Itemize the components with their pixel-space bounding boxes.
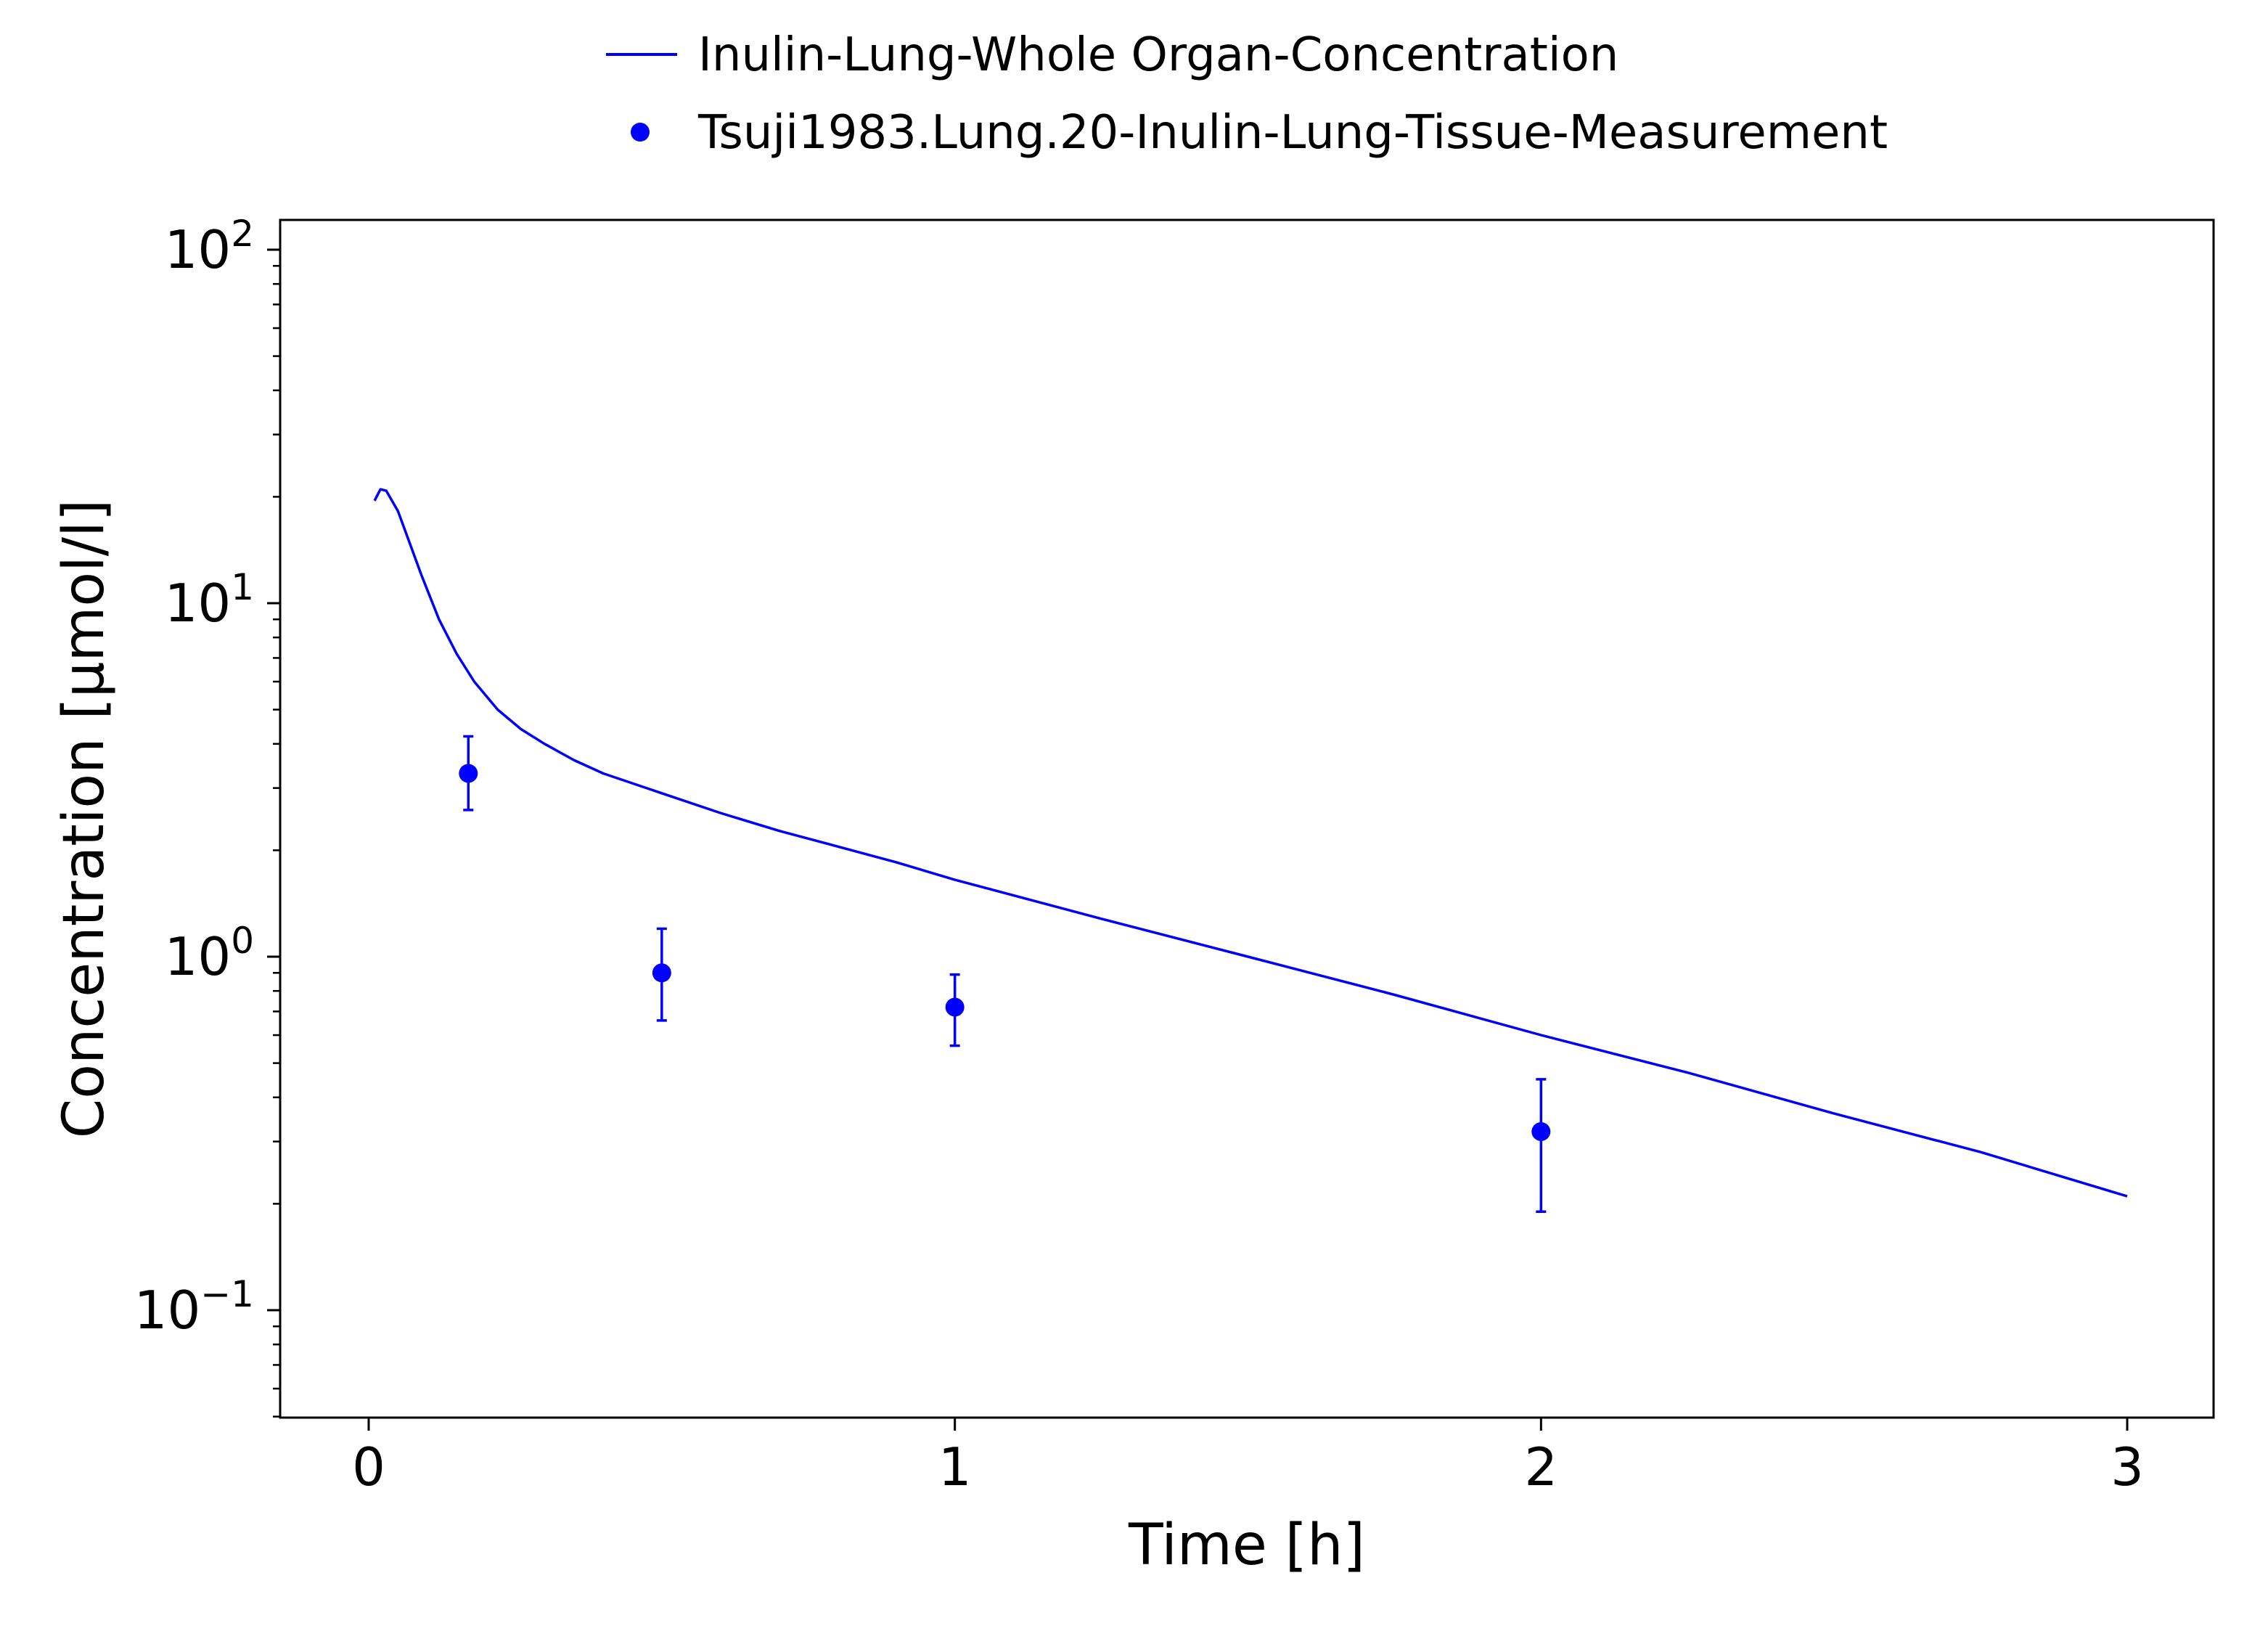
legend-marker-swatch bbox=[631, 123, 650, 142]
x-tick-label: 0 bbox=[352, 1436, 385, 1497]
y-axis-label: Concentration [µmol/l] bbox=[52, 499, 117, 1138]
data-point bbox=[1531, 1121, 1551, 1141]
data-point bbox=[459, 764, 478, 783]
series-layer bbox=[373, 488, 2128, 1213]
x-tick-label: 3 bbox=[2111, 1436, 2144, 1497]
y-tick-label: 102 bbox=[165, 213, 254, 280]
y-tick-label: 10−1 bbox=[134, 1273, 254, 1341]
data-point bbox=[945, 997, 965, 1017]
y-tick-label: 101 bbox=[165, 566, 254, 634]
y-axis-ticks: 10−1 100 101 102 bbox=[134, 213, 280, 1418]
legend-label-line-series: Inulin-Lung-Whole Organ-Concentration bbox=[698, 28, 1618, 82]
series-line bbox=[373, 488, 2128, 1198]
data-point bbox=[652, 963, 671, 983]
y-tick-label: 100 bbox=[165, 920, 254, 987]
x-tick-label: 1 bbox=[938, 1436, 972, 1497]
x-axis-label: Time [h] bbox=[1128, 1513, 1365, 1578]
x-tick-label: 2 bbox=[1524, 1436, 1557, 1497]
legend-label-scatter-series: Tsuji1983.Lung.20-Inulin-Lung-Tissue-Mea… bbox=[697, 106, 1888, 160]
x-axis-ticks: 0 1 2 3 bbox=[352, 1418, 2144, 1497]
legend: Inulin-Lung-Whole Organ-Concentration Ts… bbox=[606, 28, 1888, 160]
plot-frame bbox=[279, 218, 2215, 1419]
